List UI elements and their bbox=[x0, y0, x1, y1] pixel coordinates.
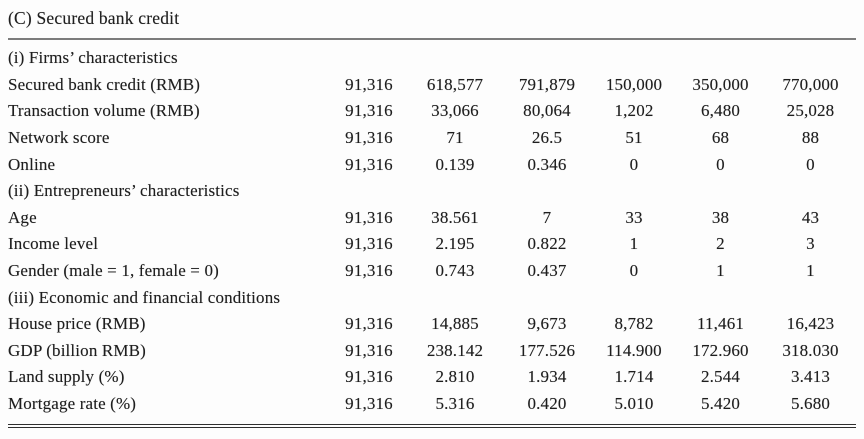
table-row: Transaction volume (RMB) 91,316 33,066 8… bbox=[8, 98, 856, 125]
cell: 68 bbox=[711, 128, 730, 148]
cell-obs: 91,316 bbox=[345, 101, 393, 121]
cell: 14,885 bbox=[431, 314, 479, 334]
table-row: GDP (billion RMB) 91,316 238.142 177.526… bbox=[8, 338, 856, 365]
cell: 1 bbox=[716, 261, 725, 281]
cell: 172.960 bbox=[692, 340, 749, 360]
cell-obs: 91,316 bbox=[345, 340, 393, 360]
cell: 6,480 bbox=[701, 101, 740, 121]
cell: 238.142 bbox=[426, 340, 484, 360]
cell: 26.5 bbox=[531, 128, 563, 148]
cell: 791,879 bbox=[518, 74, 576, 94]
cell: 318.030 bbox=[782, 340, 839, 360]
table-row: Gender (male = 1, female = 0) 91,316 0.7… bbox=[8, 258, 856, 285]
cell: 11,461 bbox=[696, 314, 745, 334]
cell: 1.934 bbox=[527, 367, 567, 387]
cell: 2 bbox=[716, 234, 725, 254]
table-row: Age 91,316 38.561 7 33 38 43 bbox=[8, 205, 856, 232]
cell: 5.316 bbox=[435, 394, 475, 414]
summary-stats-table: (i) Firms’ characteristics Secured bank … bbox=[8, 45, 856, 417]
row-label: Secured bank credit (RMB) bbox=[8, 74, 201, 94]
cell: 1 bbox=[806, 261, 815, 281]
cell: 177.526 bbox=[518, 340, 576, 360]
cell: 0 bbox=[629, 154, 639, 174]
table-row: Mortgage rate (%) 91,316 5.316 0.420 5.0… bbox=[8, 391, 856, 418]
cell-obs: 91,316 bbox=[345, 367, 393, 387]
cell-obs: 91,316 bbox=[345, 234, 393, 254]
cell: 38 bbox=[711, 207, 730, 227]
section-header-row: (ii) Entrepreneurs’ characteristics bbox=[8, 178, 856, 205]
cell-obs: 91,316 bbox=[345, 128, 393, 148]
cell: 0.346 bbox=[527, 154, 567, 174]
cell-obs: 91,316 bbox=[345, 314, 393, 334]
cell: 71 bbox=[446, 128, 464, 148]
cell: 25,028 bbox=[786, 101, 835, 121]
cell: 33 bbox=[625, 207, 643, 227]
cell: 5.680 bbox=[791, 394, 830, 414]
cell: 1.714 bbox=[614, 367, 654, 387]
panel-title: (C) Secured bank credit bbox=[8, 8, 180, 28]
cell: 7 bbox=[542, 207, 552, 227]
cell: 2.544 bbox=[701, 367, 740, 387]
top-rule bbox=[8, 38, 856, 40]
cell: 0.743 bbox=[435, 261, 475, 281]
cell: 114.900 bbox=[606, 340, 662, 360]
cell: 5.010 bbox=[614, 394, 654, 414]
table-row: Secured bank credit (RMB) 91,316 618,577… bbox=[8, 72, 856, 99]
cell-obs: 91,316 bbox=[345, 261, 393, 281]
cell: 3.413 bbox=[791, 367, 830, 387]
cell-obs: 91,316 bbox=[345, 207, 393, 227]
cell: 38.561 bbox=[431, 207, 479, 227]
table-row: Income level 91,316 2.195 0.822 1 2 3 bbox=[8, 231, 856, 258]
cell: 9,673 bbox=[527, 314, 567, 334]
cell-obs: 91,316 bbox=[345, 154, 393, 174]
cell-obs: 91,316 bbox=[345, 74, 393, 94]
cell: 770,000 bbox=[782, 74, 839, 94]
row-label: Mortgage rate (%) bbox=[8, 394, 137, 414]
row-label: GDP (billion RMB) bbox=[8, 340, 146, 360]
cell: 88 bbox=[801, 128, 820, 148]
cell: 150,000 bbox=[605, 74, 663, 94]
table-row: House price (RMB) 91,316 14,885 9,673 8,… bbox=[8, 311, 856, 338]
section-header-row: (iii) Economic and financial conditions bbox=[8, 284, 856, 311]
row-label: Network score bbox=[8, 128, 110, 148]
cell: 350,000 bbox=[692, 74, 749, 94]
table-row: Land supply (%) 91,316 2.810 1.934 1.714… bbox=[8, 364, 856, 391]
section-label: (iii) Economic and financial conditions bbox=[8, 287, 281, 307]
cell: 43 bbox=[801, 207, 820, 227]
table-row: Online 91,316 0.139 0.346 0 0 0 bbox=[8, 151, 856, 178]
cell: 0.420 bbox=[527, 394, 567, 414]
cell: 618,577 bbox=[426, 74, 484, 94]
cell: 5.420 bbox=[701, 394, 740, 414]
cell: 0.822 bbox=[527, 234, 567, 254]
cell: 1,202 bbox=[614, 101, 654, 121]
bottom-rule bbox=[8, 424, 856, 428]
cell: 2.195 bbox=[435, 234, 475, 254]
row-label: House price (RMB) bbox=[8, 314, 146, 334]
cell-obs: 91,316 bbox=[345, 394, 393, 414]
cell: 80,064 bbox=[523, 101, 571, 121]
cell: 33,066 bbox=[431, 101, 479, 121]
row-label: Age bbox=[8, 207, 37, 227]
row-label: Land supply (%) bbox=[8, 367, 125, 387]
row-label: Income level bbox=[8, 234, 99, 254]
section-label: (i) Firms’ characteristics bbox=[8, 48, 178, 68]
cell: 51 bbox=[625, 128, 643, 148]
cell: 0 bbox=[716, 154, 725, 174]
row-label: Gender (male = 1, female = 0) bbox=[8, 261, 219, 281]
cell: 3 bbox=[806, 234, 815, 254]
cell: 0 bbox=[629, 261, 639, 281]
cell: 0.437 bbox=[527, 261, 567, 281]
cell: 0 bbox=[806, 154, 815, 174]
cell: 8,782 bbox=[614, 314, 654, 334]
section-header-row: (i) Firms’ characteristics bbox=[8, 45, 856, 72]
cell: 16,423 bbox=[786, 314, 835, 334]
row-label: Online bbox=[8, 154, 56, 174]
cell: 2.810 bbox=[435, 367, 475, 387]
table-row: Network score 91,316 71 26.5 51 68 88 bbox=[8, 125, 856, 152]
cell: 1 bbox=[629, 234, 639, 254]
cell: 0.139 bbox=[435, 154, 475, 174]
row-label: Transaction volume (RMB) bbox=[8, 101, 200, 121]
section-label: (ii) Entrepreneurs’ characteristics bbox=[8, 181, 240, 201]
